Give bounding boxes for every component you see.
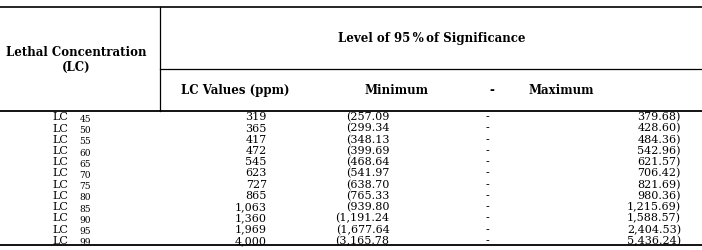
- Text: (399.69: (399.69: [346, 145, 390, 156]
- Text: 472: 472: [246, 146, 267, 156]
- Text: (299.34: (299.34: [346, 123, 390, 133]
- Text: -: -: [486, 134, 490, 144]
- Text: LC: LC: [53, 123, 69, 133]
- Text: 1,215.69): 1,215.69): [627, 201, 681, 211]
- Text: 80: 80: [79, 193, 91, 202]
- Text: -: -: [486, 190, 490, 200]
- Text: -: -: [486, 112, 490, 122]
- Text: -: -: [489, 84, 494, 97]
- Text: 45: 45: [79, 114, 91, 123]
- Text: 727: 727: [246, 179, 267, 189]
- Text: 50: 50: [79, 126, 91, 134]
- Text: 75: 75: [79, 182, 91, 190]
- Text: -: -: [486, 123, 490, 133]
- Text: LC Values (ppm): LC Values (ppm): [181, 84, 289, 97]
- Text: (1,191.24: (1,191.24: [336, 212, 390, 223]
- Text: LC: LC: [53, 201, 69, 211]
- Text: 60: 60: [79, 148, 91, 157]
- Text: LC: LC: [53, 212, 69, 222]
- Text: LC: LC: [53, 190, 69, 200]
- Text: 319: 319: [246, 112, 267, 122]
- Text: -: -: [486, 212, 490, 222]
- Text: 623: 623: [246, 168, 267, 178]
- Text: 1,063: 1,063: [234, 201, 267, 211]
- Text: 2,404.53): 2,404.53): [627, 224, 681, 234]
- Text: -: -: [486, 168, 490, 178]
- Text: 65: 65: [79, 159, 91, 168]
- Text: Lethal Concentration
(LC): Lethal Concentration (LC): [6, 46, 146, 73]
- Text: 1,588.57): 1,588.57): [627, 212, 681, 223]
- Text: -: -: [486, 146, 490, 156]
- Text: -: -: [486, 235, 490, 245]
- Text: LC: LC: [53, 168, 69, 178]
- Text: 706.42): 706.42): [637, 168, 681, 178]
- Text: 621.57): 621.57): [637, 156, 681, 167]
- Text: 821.69): 821.69): [637, 179, 681, 189]
- Text: 85: 85: [79, 204, 91, 213]
- Text: -: -: [486, 179, 490, 189]
- Text: 95: 95: [79, 226, 91, 235]
- Text: 542.96): 542.96): [637, 145, 681, 156]
- Text: -: -: [486, 224, 490, 234]
- Text: Level of 95 % of Significance: Level of 95 % of Significance: [338, 32, 526, 45]
- Text: 55: 55: [79, 137, 91, 146]
- Text: 428.60): 428.60): [637, 123, 681, 133]
- Text: 980.36): 980.36): [637, 190, 681, 200]
- Text: LC: LC: [53, 146, 69, 156]
- Text: 90: 90: [79, 215, 91, 224]
- Text: Minimum: Minimum: [364, 84, 429, 97]
- Text: (939.80: (939.80: [346, 201, 390, 211]
- Text: (541.97: (541.97: [346, 168, 390, 178]
- Text: LC: LC: [53, 235, 69, 245]
- Text: LC: LC: [53, 224, 69, 234]
- Text: 865: 865: [246, 190, 267, 200]
- Text: 5,436.24): 5,436.24): [627, 235, 681, 245]
- Text: 70: 70: [79, 170, 91, 179]
- Text: (3,165.78: (3,165.78: [336, 235, 390, 245]
- Text: 1,969: 1,969: [234, 224, 267, 234]
- Text: (348.13: (348.13: [346, 134, 390, 144]
- Text: 1,360: 1,360: [234, 212, 267, 222]
- Text: Maximum: Maximum: [529, 84, 595, 97]
- Text: 545: 545: [246, 156, 267, 166]
- Text: 379.68): 379.68): [637, 112, 681, 122]
- Text: 365: 365: [246, 123, 267, 133]
- Text: (765.33: (765.33: [346, 190, 390, 200]
- Text: 417: 417: [246, 134, 267, 144]
- Text: (257.09: (257.09: [346, 112, 390, 122]
- Text: LC: LC: [53, 134, 69, 144]
- Text: (638.70: (638.70: [346, 179, 390, 189]
- Text: LC: LC: [53, 179, 69, 189]
- Text: -: -: [486, 156, 490, 166]
- Text: 4,000: 4,000: [234, 235, 267, 245]
- Text: 99: 99: [79, 238, 91, 246]
- Text: LC: LC: [53, 156, 69, 166]
- Text: LC: LC: [53, 112, 69, 122]
- Text: (1,677.64: (1,677.64: [336, 224, 390, 234]
- Text: (468.64: (468.64: [346, 156, 390, 167]
- Text: 484.36): 484.36): [637, 134, 681, 144]
- Text: -: -: [486, 201, 490, 211]
